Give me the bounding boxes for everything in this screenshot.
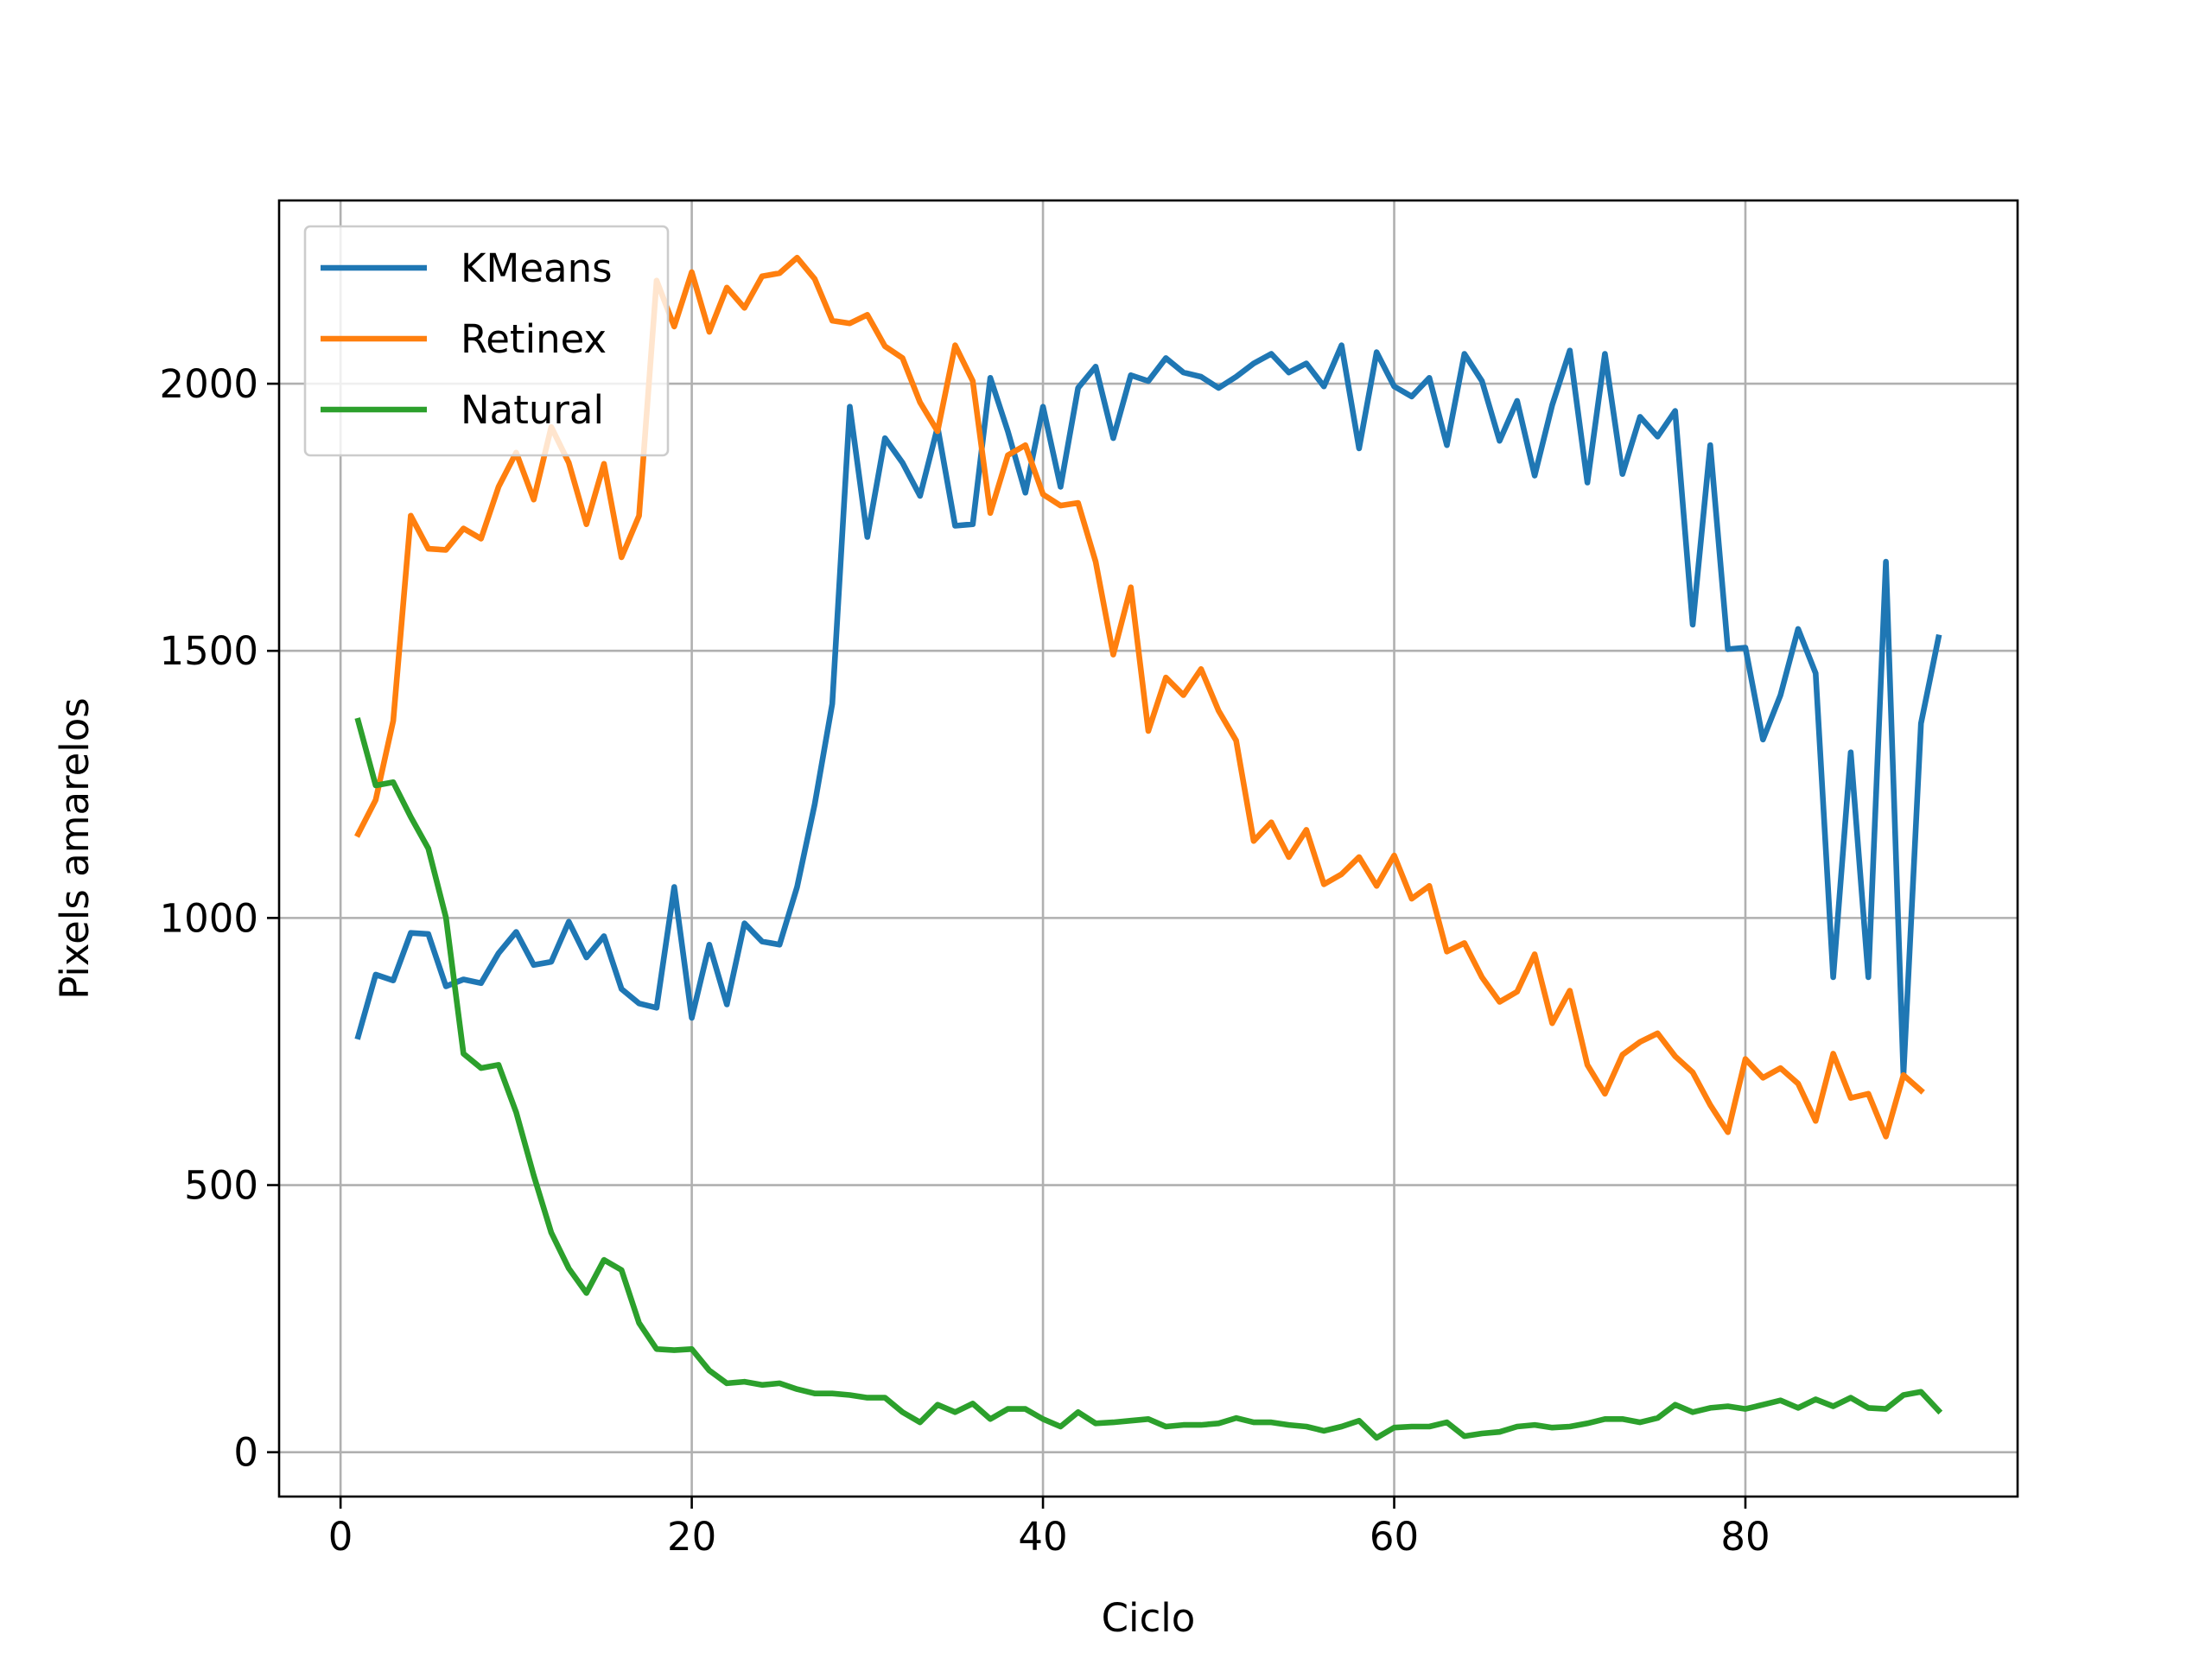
x-axis-label: Ciclo [1102,1595,1196,1641]
y-tick-label: 500 [184,1163,258,1209]
x-tick-label: 40 [1018,1514,1067,1560]
x-tick-label: 20 [667,1514,716,1560]
line-series [354,342,1942,1078]
legend-box [303,225,670,457]
y-tick-label: 1000 [159,895,258,941]
y-tick-label: 1500 [159,628,258,674]
y-axis-label: Pixels amarelos [52,697,98,1000]
x-tick-label: 80 [1720,1514,1770,1560]
plot-frame [277,199,2019,1498]
legend-label: KMeans [461,245,613,291]
y-tick-label: 2000 [159,361,258,407]
y-tick-label: 0 [233,1430,258,1476]
x-tick-label: 60 [1370,1514,1419,1560]
line-series [354,717,1943,1441]
legend-label: Retinex [461,316,607,362]
line-series [354,254,1925,1140]
legend-label: Natural [461,387,604,433]
x-tick-label: 0 [328,1514,353,1560]
